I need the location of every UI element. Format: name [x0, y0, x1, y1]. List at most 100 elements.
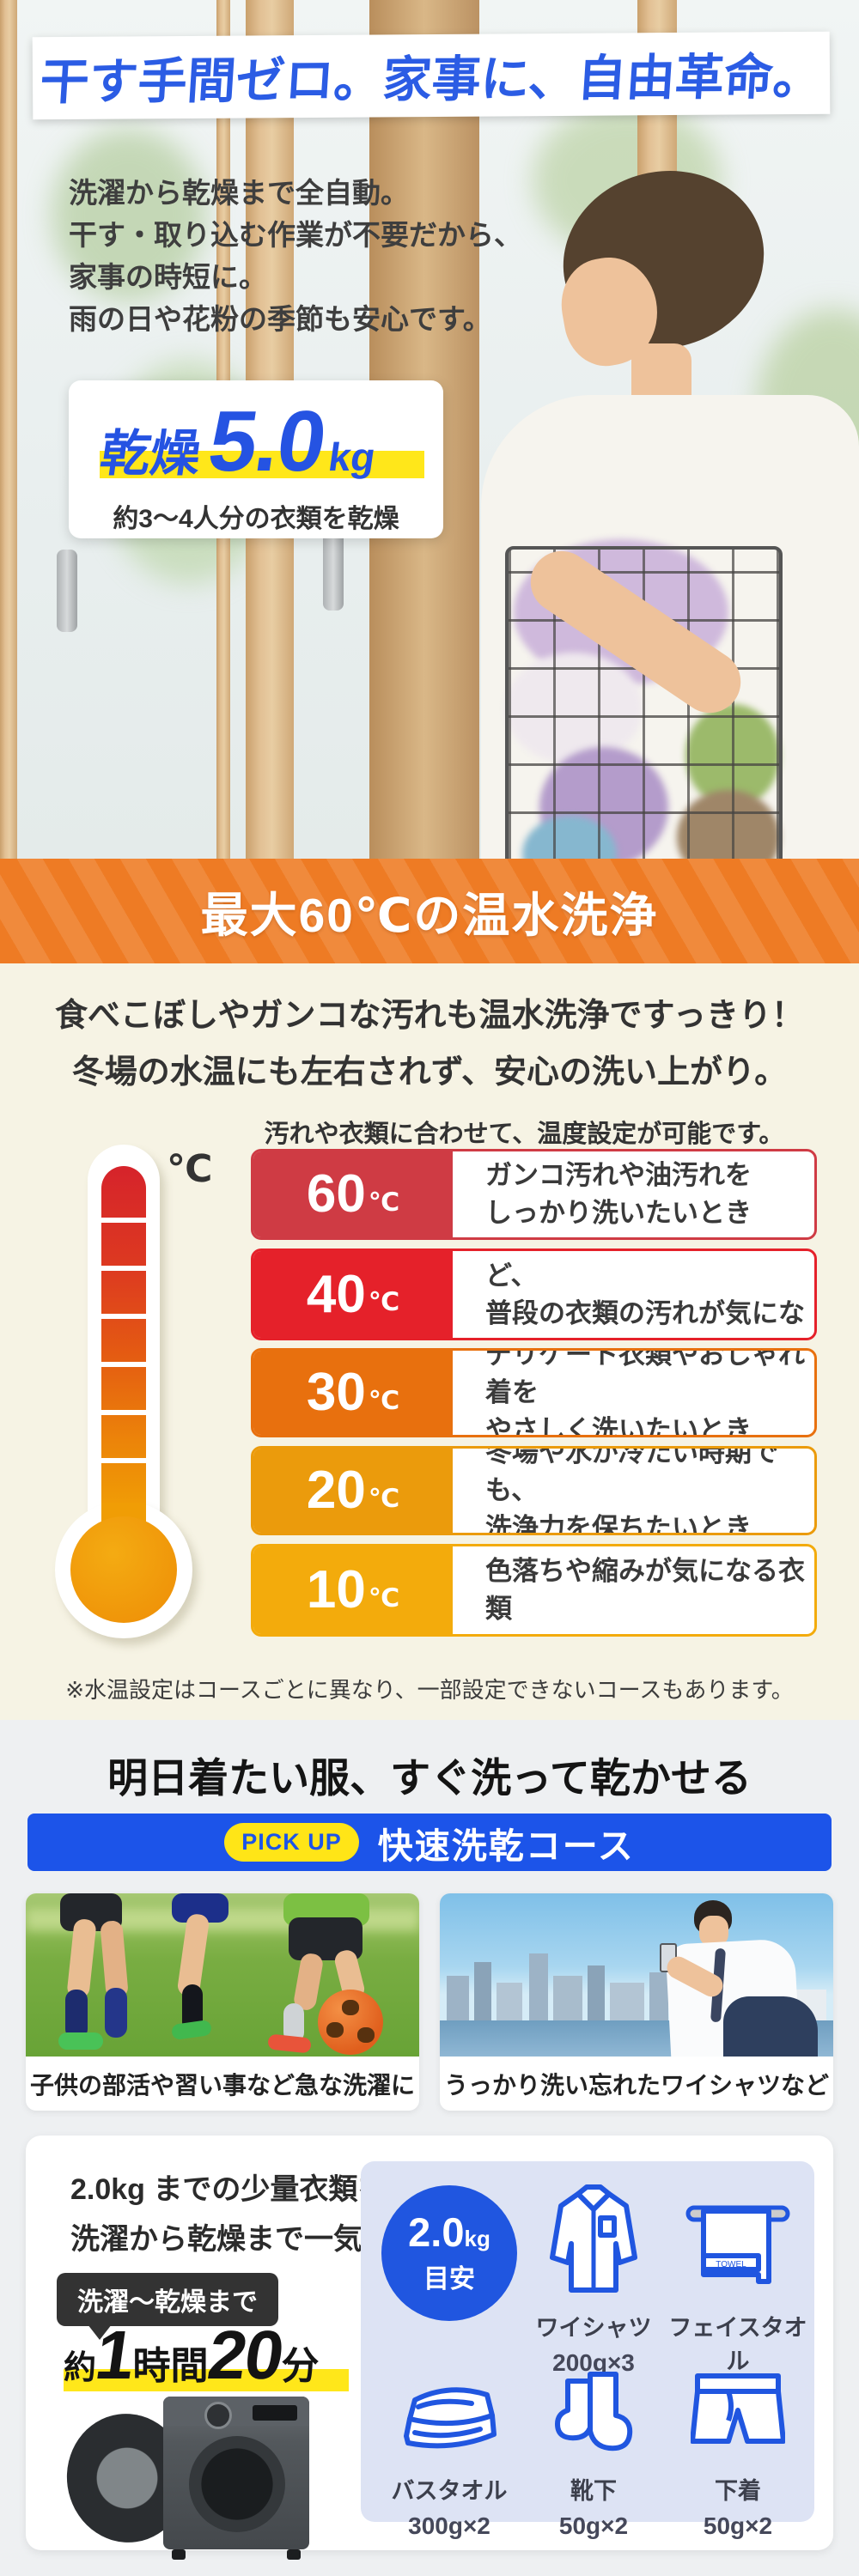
- city-photo-detail: [610, 1983, 644, 2026]
- capacity-item-underwear: 下着 50g×2: [665, 2357, 811, 2540]
- time-approx: 約: [64, 2350, 97, 2386]
- detail-description-line: 洗濯から乾燥まで一気に: [70, 2223, 392, 2256]
- temp-value: 30: [306, 1363, 366, 1422]
- city-photo-detail: [447, 1976, 469, 2026]
- soccer-ball: [318, 1990, 383, 2055]
- capacity-item-name: フェイスタオル: [668, 2315, 807, 2374]
- temp-row-10: 10 ℃ 色落ちや縮みが気になる衣類: [251, 1544, 817, 1637]
- hero-copy-line: 干す・取り込む作業が不要だから、: [69, 219, 522, 251]
- badge-note: 約3〜4人分の衣類を乾燥: [113, 505, 399, 533]
- time-tag: 洗濯〜乾燥まで: [57, 2273, 278, 2340]
- quick-course-headline: 明日着たい服、すぐ洗って乾かせる: [107, 1755, 752, 1801]
- hero-greenery: [52, 129, 206, 301]
- quick-course-detail-card: 2.0kg までの少量衣類を、 洗濯から乾燥まで一気に 仕上げます。 洗濯〜乾燥…: [26, 2136, 833, 2560]
- usecase-card-soccer: 子供の部活や習い事など急な洗濯に: [26, 1893, 419, 2111]
- washer-display: [253, 2405, 297, 2421]
- warm-wash-intro-line: 冬場の水温にも左右されず、安心の洗い上がり。: [71, 1054, 788, 1091]
- temp-row-10-text: 色落ちや縮みが気になる衣類: [453, 1546, 814, 1634]
- soccer-photo-detail: [58, 2032, 103, 2050]
- capacity-item-qty: 300g×2: [408, 2512, 490, 2539]
- thermometer-fill: [100, 1166, 148, 1510]
- temp-unit: ℃: [368, 1288, 400, 1316]
- time-highlight-bar: [64, 2369, 349, 2391]
- capacity-item-qty: 200g×3: [552, 2349, 635, 2376]
- warm-wash-intro-line: 食べこぼしやガンコな汚れも温水洗浄ですっきり！: [54, 998, 805, 1034]
- face-towel-icon-text: TOWEL: [716, 2260, 746, 2269]
- temp-row-60: 60 ℃ ガンコ汚れや油汚れを しっかり洗いたいとき: [251, 1149, 817, 1240]
- temp-row-line: ガンコ汚れや油汚れを: [485, 1160, 752, 1190]
- capacity-unit: kg: [464, 2225, 490, 2251]
- temp-row-10-value-block: 10 ℃: [253, 1546, 453, 1634]
- temp-row-60-value-block: 60 ℃: [253, 1151, 453, 1237]
- capacity-value: 2.0: [408, 2208, 465, 2255]
- pickup-tag: PICK UP: [224, 1823, 359, 1862]
- capacity-item-name: バスタオル: [391, 2478, 508, 2504]
- temp-row-line: やさしく洗いたいとき: [485, 1415, 752, 1437]
- thermometer-segment-gap: [100, 1362, 148, 1367]
- temp-row-line: 食べこぼしや皮脂汚れなど、: [485, 1251, 778, 1291]
- capacity-label: 目安: [423, 2264, 475, 2293]
- hero-section: 干す手間ゼロ。家事に、自由革命。 洗濯から乾燥まで全自動。 干す・取り込む作業が…: [0, 0, 859, 859]
- temp-row-30: 30 ℃ デリケート衣類やおしゃれ着を やさしく洗いたいとき: [251, 1348, 817, 1437]
- temp-note: ※水温設定はコースごとに異なり、一部設定できないコースもあります。: [65, 1677, 794, 1703]
- capacity-item-shirt: ワイシャツ 200g×3: [521, 2177, 667, 2377]
- temp-value: 20: [306, 1461, 366, 1520]
- detail-description-line: 2.0kg までの少量衣類を、: [70, 2173, 417, 2206]
- temp-row-line: 色落ちや縮みが気になる衣類: [485, 1556, 805, 1624]
- city-photo-detail: [649, 1972, 668, 2026]
- bath-towel-icon: [376, 2357, 522, 2460]
- badge-value: 5.0: [203, 393, 331, 489]
- time-minute-unit: 分: [281, 2345, 320, 2387]
- soccer-photo-detail: [267, 2033, 312, 2054]
- businessman-photo: [440, 1893, 833, 2057]
- soccer-photo: [26, 1893, 419, 2057]
- thermometer-segment-gap: [100, 1266, 148, 1271]
- socks-icon: [521, 2357, 667, 2460]
- temp-row-60-text: ガンコ汚れや油汚れを しっかり洗いたいとき: [453, 1151, 814, 1237]
- temp-unit: ℃: [368, 1583, 400, 1613]
- capacity-item-qty: 50g×2: [558, 2512, 629, 2539]
- time-minute: 20: [203, 2317, 287, 2393]
- city-photo-detail: [497, 1983, 522, 2026]
- temp-caption: 汚れや衣類に合わせて、温度設定が可能です。: [264, 1121, 784, 1148]
- temp-row-20-text: 冬場や水が冷たい時期でも、 洗浄力を保ちたいとき: [453, 1449, 814, 1533]
- badge-unit: kg: [326, 434, 379, 479]
- hero-copy-line: 雨の日や花粉の季節も安心です。: [69, 303, 491, 335]
- temp-unit: ℃: [368, 1386, 400, 1415]
- temp-row-line: 普段の衣類の汚れが気になるとき: [485, 1297, 805, 1339]
- city-photo-detail: [529, 1953, 548, 2026]
- city-photo-detail: [588, 1965, 605, 2026]
- capacity-panel: 2.0kg 目安 ワイシャツ 200g×3: [361, 2161, 814, 2539]
- shirt-icon: [521, 2177, 667, 2297]
- city-photo-detail: [474, 1962, 491, 2026]
- soccer-photo-detail: [170, 2019, 213, 2041]
- thermometer-segment-gap: [100, 1458, 148, 1463]
- temp-row-40: 40 ℃ 食べこぼしや皮脂汚れなど、 普段の衣類の汚れが気になるとき: [251, 1249, 817, 1340]
- capacity-item-face-towel: TOWEL フェイスタオル 100g×6: [665, 2177, 811, 2410]
- temp-value: 60: [306, 1164, 366, 1224]
- thermometer-segment-gap: [100, 1218, 148, 1223]
- warm-wash-banner-title: 最大60℃の温水洗浄: [200, 889, 659, 942]
- temp-row-20-value-block: 20 ℃: [253, 1449, 453, 1533]
- capacity-item-name: 靴下: [570, 2478, 617, 2504]
- warm-wash-banner: 最大60℃の温水洗浄: [0, 859, 859, 963]
- hero-headline-band: 干す手間ゼロ。家事に、自由革命。: [32, 31, 831, 120]
- temp-value: 40: [306, 1264, 366, 1324]
- usecase-card-shirt: うっかり洗い忘れたワイシャツなど: [440, 1893, 833, 2111]
- pickup-course-label: 快速洗乾コース: [377, 1826, 635, 1866]
- hero-copy-line: 洗濯から乾燥まで全自動。: [69, 177, 409, 209]
- capacity-item-name: ワイシャツ: [535, 2315, 652, 2341]
- businessman-jacket: [723, 1996, 818, 2057]
- temp-row-line: デリケート衣類やおしゃれ着を: [485, 1348, 805, 1407]
- time-hour-unit: 時間: [132, 2345, 209, 2387]
- face-towel-icon: TOWEL: [665, 2177, 811, 2297]
- thermometer-segment-gap: [100, 1410, 148, 1415]
- temp-row-line: 冬場や水が冷たい時期でも、: [485, 1446, 778, 1505]
- temp-unit: ℃: [368, 1484, 400, 1513]
- thermometer-segment-gap: [100, 1314, 148, 1319]
- thermometer-bulb-fill: [70, 1516, 177, 1623]
- temp-unit: ℃: [368, 1188, 400, 1217]
- hero-window-frame: [0, 0, 17, 859]
- washer-foot: [172, 2549, 186, 2560]
